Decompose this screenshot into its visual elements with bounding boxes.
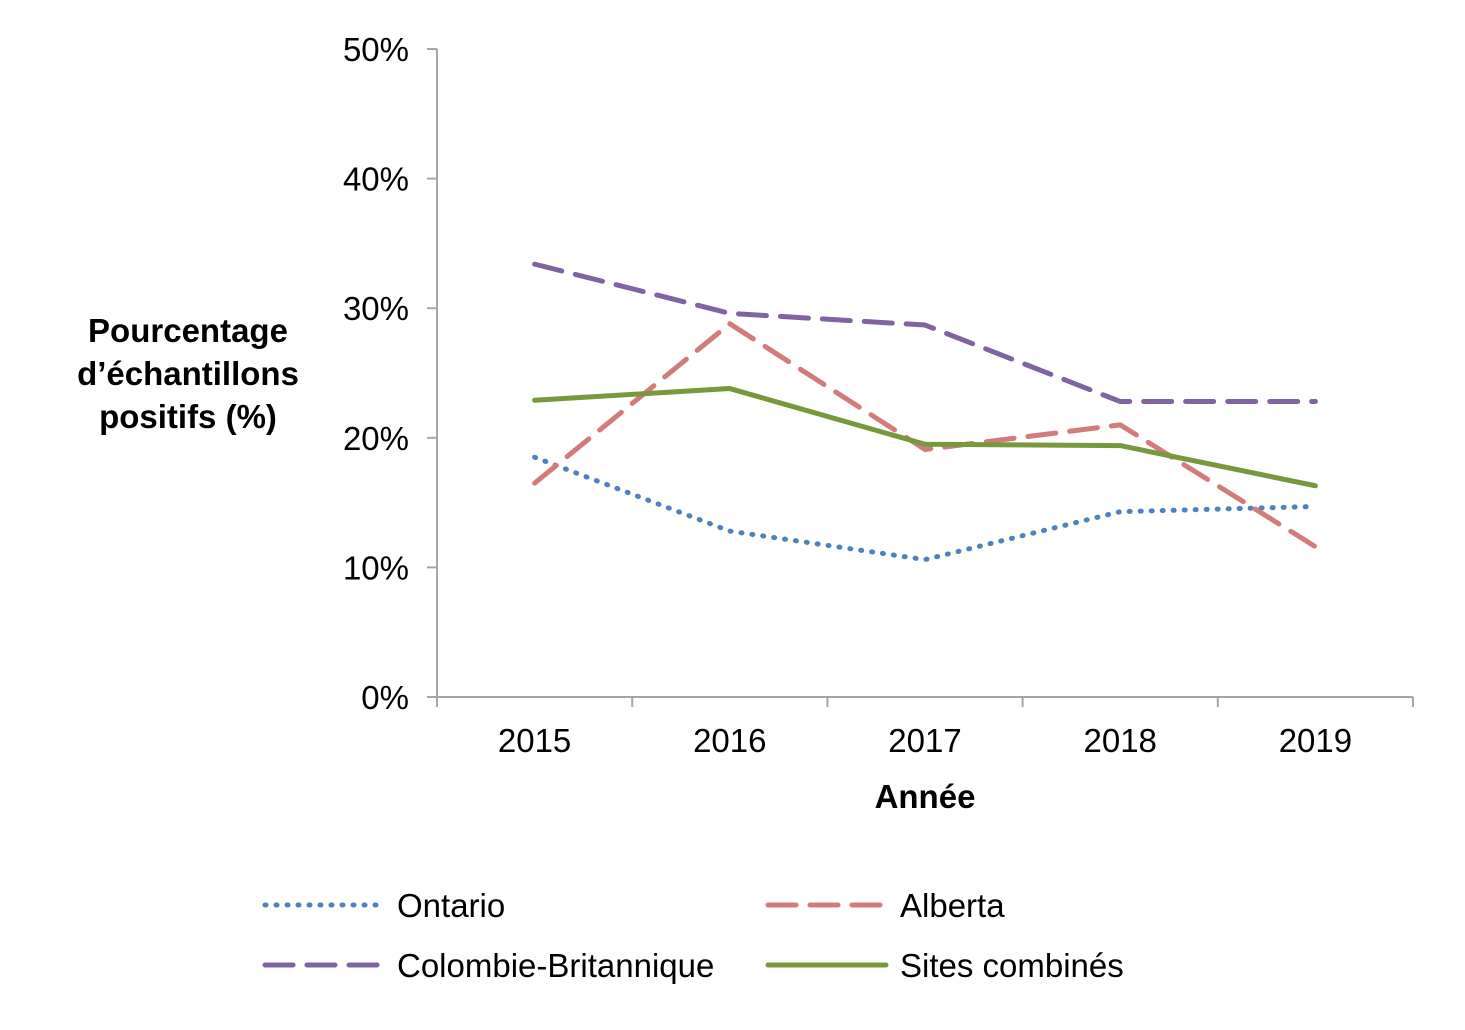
series-line-3: [532, 261, 1318, 405]
x-tick-label: 2017: [888, 722, 961, 759]
y-tick-label: 30%: [343, 290, 409, 327]
legend-label: Sites combinés: [900, 947, 1124, 984]
series-line-2: [532, 321, 1318, 550]
x-tick-label: 2016: [693, 722, 766, 759]
x-axis-title: Année: [875, 778, 976, 815]
y-tick-label: 0%: [361, 679, 409, 716]
legend-label: Colombie-Britannique: [397, 947, 714, 984]
y-tick-label: 20%: [343, 420, 409, 457]
y-axis-title-line: d’échantillons: [77, 355, 299, 392]
y-tick-label: 50%: [343, 31, 409, 68]
legend-label: Ontario: [397, 887, 505, 924]
y-tick-label: 10%: [343, 549, 409, 586]
x-tick-label: 2019: [1279, 722, 1352, 759]
y-axis-title-line: positifs (%): [99, 398, 277, 435]
legend-label: Alberta: [900, 887, 1005, 924]
series-line-4: [532, 386, 1318, 489]
y-tick-label: 40%: [343, 161, 409, 198]
series-line-1: [532, 454, 1318, 563]
y-axis-title-line: Pourcentage: [88, 312, 288, 349]
x-tick-label: 2018: [1083, 722, 1156, 759]
x-tick-label: 2015: [498, 722, 571, 759]
